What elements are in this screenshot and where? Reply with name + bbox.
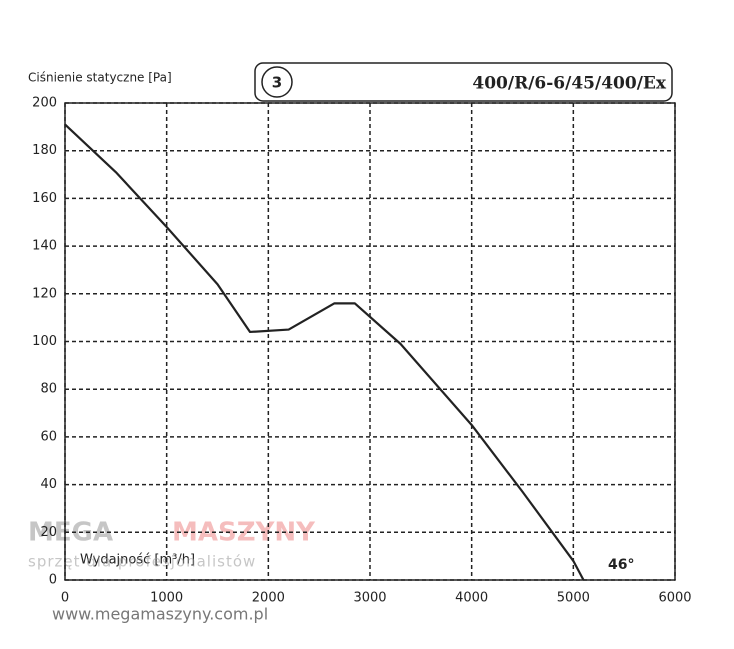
y-tick-label: 180 (32, 143, 57, 158)
y-tick-label: 200 (32, 96, 57, 111)
watermark: MEGA MASZYNY sprzęt dla profesjonalistów (28, 518, 316, 571)
chart-title: 400/R/6-6/45/400/Ex (472, 74, 666, 94)
x-tick-label: 1000 (150, 591, 183, 606)
y-axis-label: Ciśnienie statyczne [Pa] (28, 71, 172, 85)
x-tick-label: 5000 (557, 591, 590, 606)
y-tick-label: 20 (40, 525, 57, 540)
watermark-url: www.megamaszyny.com.pl (52, 605, 268, 624)
y-tick-label: 100 (32, 334, 57, 349)
x-tick-label: 4000 (455, 591, 488, 606)
watermark-brand: MEGA (28, 518, 113, 548)
y-tick-label: 140 (32, 239, 57, 254)
y-tick-label: 0 (49, 573, 57, 588)
watermark-tagline: sprzęt dla profesjonalistów (28, 553, 256, 571)
y-tick-label: 120 (32, 286, 57, 301)
curve-badge (261, 66, 293, 98)
plot-frame (64, 102, 676, 581)
y-tick-label: 40 (40, 477, 57, 492)
title-box (254, 62, 673, 102)
annotation: 46° (608, 557, 634, 573)
curve-number: 3 (272, 74, 282, 92)
x-axis-label: Wydajność [m³/h] (80, 553, 195, 568)
curve (64, 123, 585, 581)
x-tick-label: 3000 (353, 591, 386, 606)
y-tick-label: 60 (40, 429, 57, 444)
x-tick-label: 0 (61, 591, 69, 606)
x-tick-label: 6000 (658, 591, 691, 606)
x-tick-label: 2000 (252, 591, 285, 606)
y-tick-label: 160 (32, 191, 57, 206)
y-tick-label: 80 (40, 382, 57, 397)
